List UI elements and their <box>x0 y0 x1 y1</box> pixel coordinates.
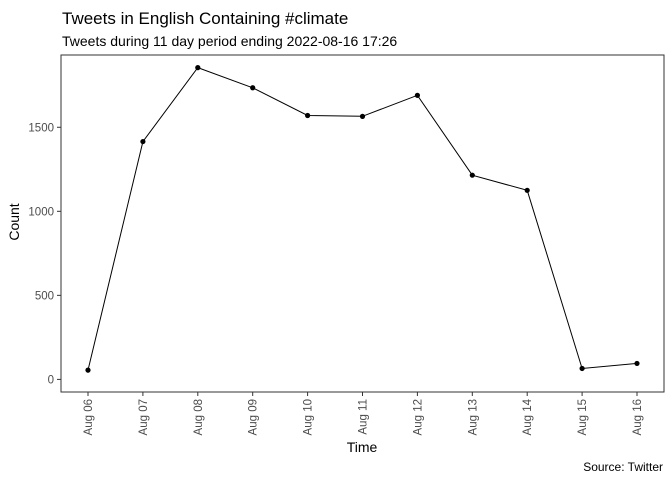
x-tick-label: Aug 08 <box>193 399 205 435</box>
data-point <box>524 187 530 193</box>
data-point <box>414 92 420 98</box>
data-point <box>469 172 475 178</box>
x-tick-label: Aug 15 <box>577 399 589 435</box>
data-point <box>579 365 585 372</box>
x-tick-label: Aug 13 <box>467 399 479 435</box>
x-tick-label: Aug 06 <box>83 399 95 435</box>
y-tick-label: 500 <box>35 290 54 302</box>
y-axis-title: Count <box>6 203 22 240</box>
x-tick-label: Aug 11 <box>358 399 370 435</box>
data-point <box>195 65 201 71</box>
data-point <box>140 138 146 145</box>
data-point <box>250 85 256 91</box>
x-tick-label: Aug 12 <box>412 399 424 435</box>
y-tick-label: 1500 <box>28 122 54 134</box>
x-tick-label: Aug 09 <box>248 399 260 435</box>
series-line <box>87 67 638 371</box>
data-point <box>305 112 311 119</box>
x-tick-label: Aug 10 <box>303 399 315 435</box>
data-point <box>359 113 366 119</box>
x-axis-title: Time <box>347 439 378 455</box>
x-tick-label: Aug 07 <box>138 399 150 435</box>
plot-area: 0 500 1000 1500 Aug 06 Aug 07 Aug 08 Aug 09 Aug … <box>28 54 665 435</box>
x-tick-label: Aug 16 <box>632 399 644 435</box>
chart-caption: Source: Twitter <box>583 460 663 474</box>
x-tick-label: Aug 14 <box>522 398 534 435</box>
chart-title: Tweets in English Containing #climate <box>62 9 348 28</box>
y-tick-label: 0 <box>48 374 54 386</box>
data-point <box>85 367 91 373</box>
chart-subtitle: Tweets during 11 day period ending 2022-… <box>62 33 397 49</box>
y-tick-label: 1000 <box>28 206 54 218</box>
data-point <box>634 360 640 367</box>
